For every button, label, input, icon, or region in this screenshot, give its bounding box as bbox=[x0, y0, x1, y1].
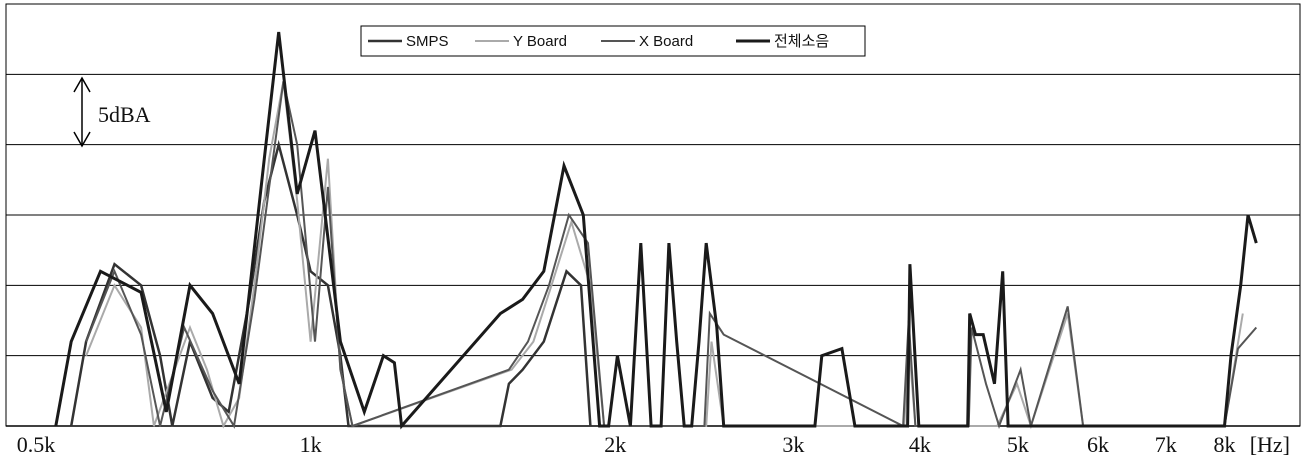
legend-label-2: Y Board bbox=[513, 33, 567, 50]
legend-label-4: 전체소음 bbox=[774, 33, 829, 50]
x-tick-label: 8k bbox=[1213, 432, 1235, 457]
series-line-4 bbox=[54, 31, 1258, 430]
scale-arrow-up-icon bbox=[73, 76, 91, 93]
x-tick-label: 6k bbox=[1087, 432, 1109, 457]
x-tick-label: 3k bbox=[782, 432, 804, 457]
x-tick-label: 1k bbox=[300, 432, 322, 457]
scale-annotation-label: 5dBA bbox=[98, 102, 151, 127]
legend-label-1: SMPS bbox=[406, 33, 449, 50]
x-unit-label: [Hz] bbox=[1250, 432, 1290, 457]
x-tick-label: 0.5k bbox=[17, 432, 56, 457]
x-tick-label: 2k bbox=[604, 432, 626, 457]
x-tick-label: 4k bbox=[909, 432, 931, 457]
series-line-3 bbox=[85, 81, 1258, 430]
legend-label-3: X Board bbox=[639, 33, 693, 50]
scale-arrow-down-icon bbox=[73, 131, 91, 148]
series-line-1 bbox=[69, 139, 592, 428]
x-tick-label: 5k bbox=[1007, 432, 1029, 457]
x-tick-label: 7k bbox=[1155, 432, 1177, 457]
